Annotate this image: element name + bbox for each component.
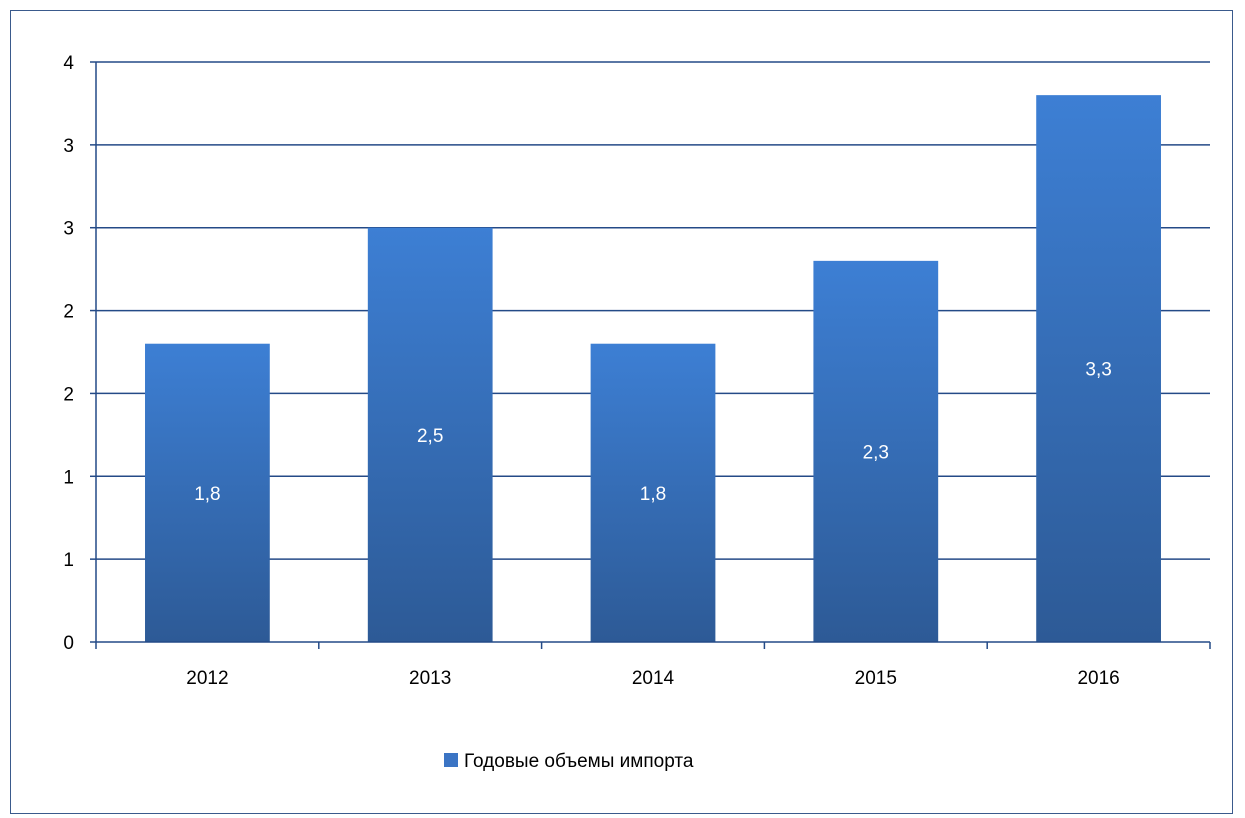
data-label: 2,3: [863, 442, 889, 463]
bar-2014: [590, 343, 716, 642]
x-tick-label: 2014: [632, 668, 675, 689]
bars: [145, 95, 1161, 642]
y-tick-label: 2: [63, 384, 74, 405]
y-tick-label: 4: [63, 53, 74, 74]
labels: 0 1 1 2 2 3 3 4 2012 1,8 2013 2,5 2014 1,8 2015 2,3 2016…: [63, 53, 1119, 689]
y-tick-label: 0: [63, 633, 74, 654]
bar-2015: [813, 260, 939, 642]
data-label: 1,8: [194, 484, 220, 505]
x-tick-label: 2012: [186, 668, 228, 689]
bar-2016: [1036, 95, 1161, 642]
legend-swatch: [444, 753, 458, 767]
x-tick-label: 2013: [409, 668, 451, 689]
legend: Годовые объемы импорта: [444, 751, 694, 772]
y-tick-label: 1: [63, 550, 74, 571]
bar-2012: [145, 343, 270, 642]
data-label: 3,3: [1085, 360, 1111, 381]
y-tick-label: 2: [63, 302, 74, 323]
bar-2013: [367, 227, 493, 642]
y-tick-label: 3: [63, 136, 74, 157]
x-tick-label: 2015: [855, 668, 897, 689]
y-tick-label: 1: [63, 467, 74, 488]
x-tick-label: 2016: [1077, 668, 1119, 689]
data-label: 2,5: [417, 426, 443, 447]
axes: [90, 61, 1211, 649]
y-tick-label: 3: [63, 219, 74, 240]
gridlines: [96, 61, 1210, 560]
data-label: 1,8: [640, 484, 666, 505]
legend-label: Годовые объемы импорта: [464, 751, 694, 772]
